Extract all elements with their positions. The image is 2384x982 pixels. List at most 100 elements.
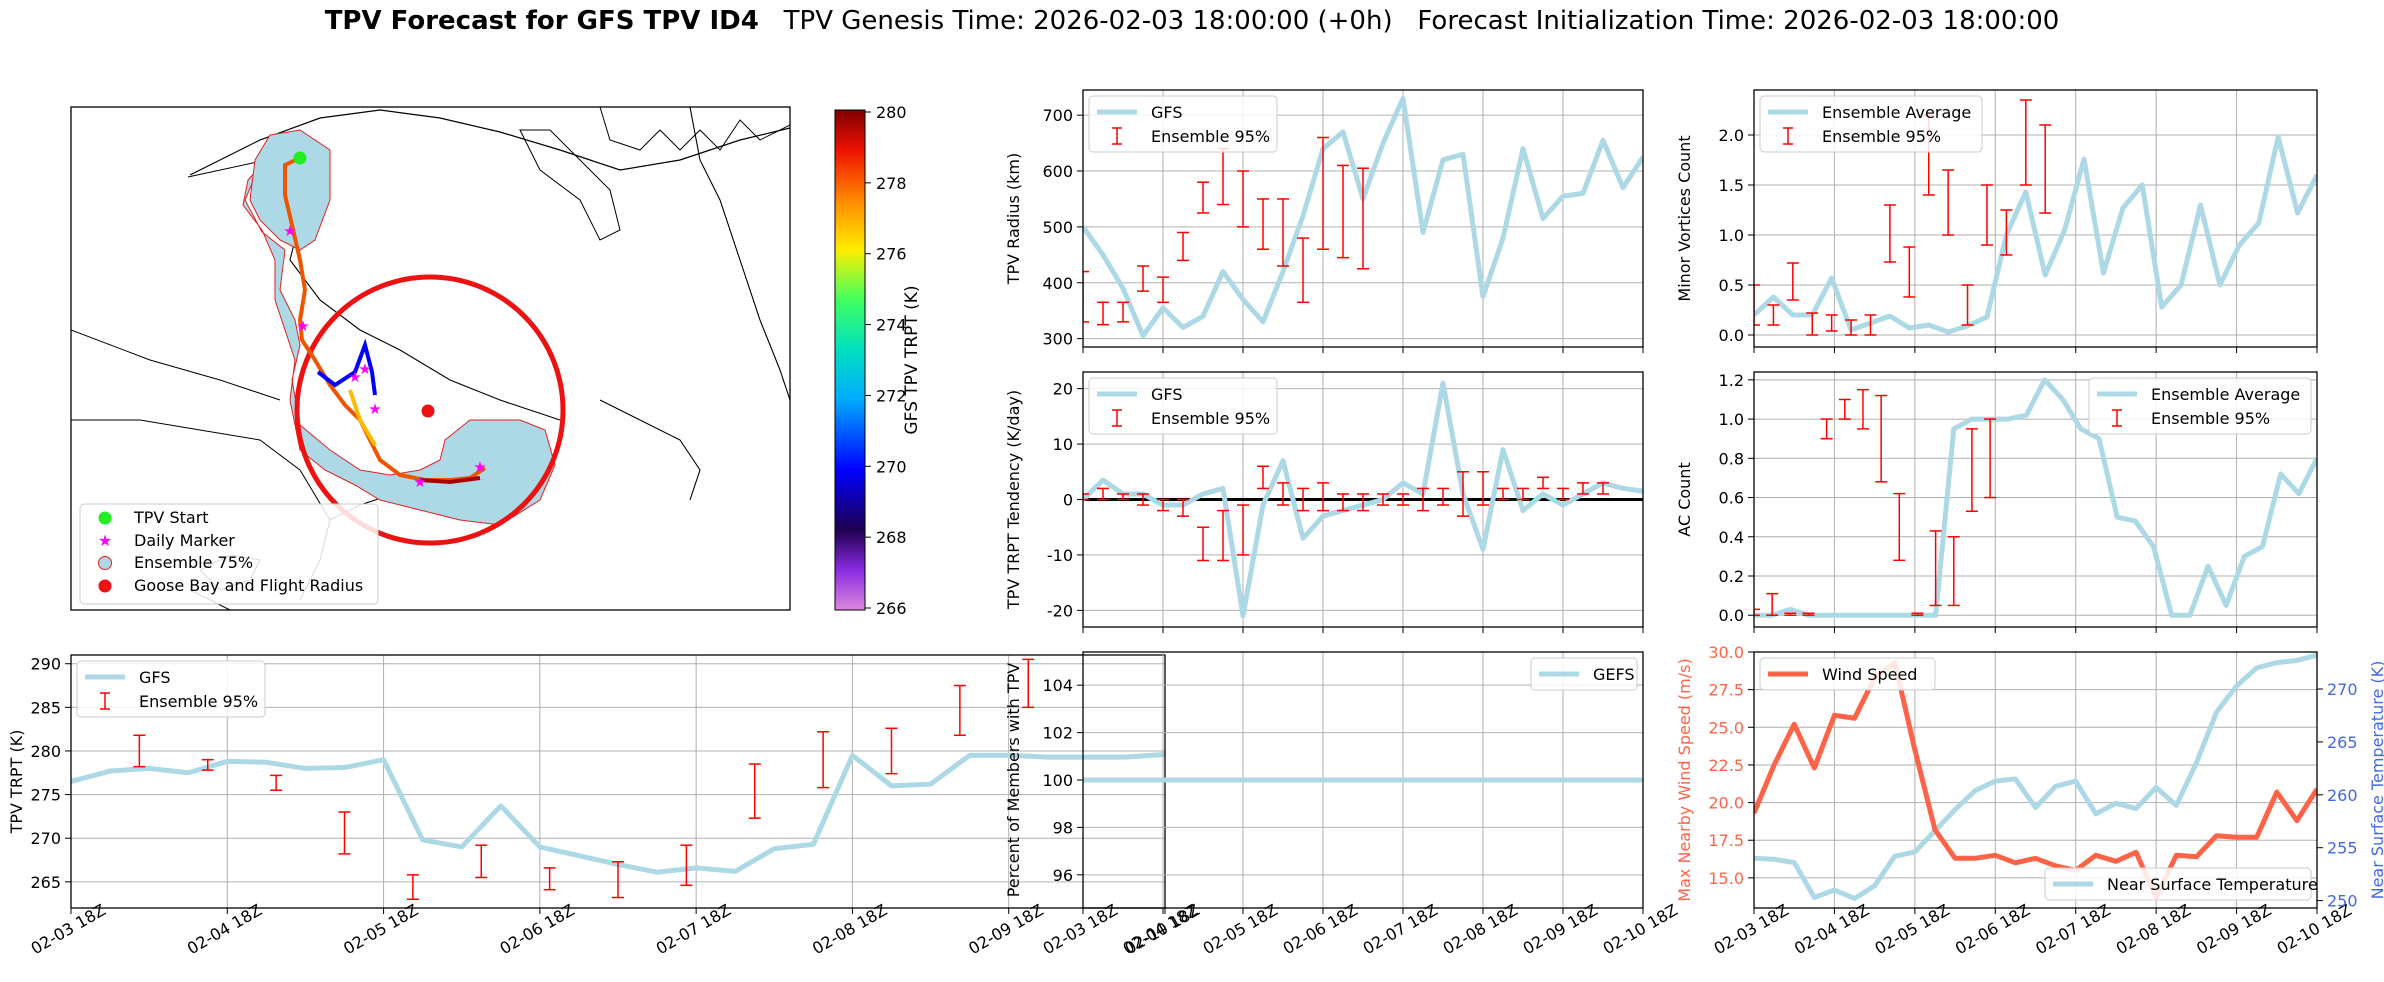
y2-tick-label: 250 [2327, 892, 2358, 911]
plot-frame [1082, 89, 1644, 348]
y-tick-label: 0.2 [1719, 567, 1744, 586]
x-tick-label: 02-04 18Z [1791, 900, 1872, 958]
colorbar-bar [834, 109, 866, 611]
plot-frame [1753, 651, 2318, 909]
x-tick-label: 02-06 18Z [496, 900, 577, 958]
x-tick-label: 02-10 18Z [1600, 900, 1681, 958]
y-tick-label: 1.2 [1719, 371, 1744, 390]
daily-marker: ★ [296, 317, 309, 335]
x-tick-label: 02-07 18Z [1360, 900, 1441, 958]
x-tick-label: 02-03 18Z [1711, 900, 1792, 958]
y-tick-label: 102 [1042, 724, 1073, 743]
plot-frame [1082, 371, 1644, 628]
y2-tick-label: 270 [2327, 680, 2358, 699]
y-tick-label: 700 [1042, 106, 1073, 125]
y-tick-label: 280 [30, 742, 61, 761]
legend-ens75-label: Ensemble 75% [134, 553, 253, 572]
colorbar-tick-label: 270 [876, 457, 907, 476]
y-tick-label: 20.0 [1708, 794, 1744, 813]
x-tick-label: 02-07 18Z [2032, 900, 2113, 958]
map-colorbar: 280 278 276 274 272 270 268 266 GFS TPV TRPT (K… [834, 103, 922, 618]
flight-radius-circle [294, 274, 566, 546]
legend-label: Ensemble 95% [2151, 409, 2270, 428]
y-tick-label: 500 [1042, 218, 1073, 237]
legend-daily-swatch: ★ [98, 531, 112, 550]
x-tick-label: 02-05 18Z [340, 900, 421, 958]
daily-marker: ★ [283, 222, 296, 240]
y-tick-label: 285 [30, 698, 61, 717]
y-axis-label: TPV TRPT (K) [7, 730, 26, 835]
legend-label: Wind Speed [1822, 665, 1917, 684]
y-tick-label: 98 [1053, 818, 1073, 837]
legend-box [1530, 657, 1638, 691]
y-axis-label: Percent of Members with TPV [1004, 663, 1023, 897]
y-axis-label: AC Count [1675, 462, 1694, 536]
colorbar-tick-label: 274 [876, 316, 907, 335]
coastline-east [599, 399, 701, 501]
province-border [71, 329, 281, 401]
wind-chart: 02-03 18Z 02-04 18Z 02-05 18Z 02-06 18Z 02-0… [1675, 643, 2384, 958]
y-tick-label: 100 [1042, 771, 1073, 790]
radius-plot-area [1083, 95, 1643, 339]
legend-start-swatch [98, 511, 112, 525]
y-tick-label: 400 [1042, 274, 1073, 293]
coastline-hudson [189, 109, 790, 176]
figure-title-init: Forecast Initialization Time: 2026-02-03… [1417, 6, 2060, 36]
y-axis-label: TPV TRPT Tendency (K/day) [1004, 390, 1023, 610]
tendency-plot-area [1083, 380, 1643, 619]
y2-axis-label: Near Surface Temperature (K) [2368, 661, 2384, 900]
x-tick-label: 02-05 18Z [1200, 900, 1281, 958]
legend-box [2088, 377, 2312, 435]
tpv-track-red [419, 476, 481, 485]
tpv-start-marker [293, 151, 307, 165]
y-tick-label: 0.0 [1719, 606, 1744, 625]
percent-legend: GEFS [1530, 657, 1638, 691]
series-line [1754, 377, 2317, 618]
legend-box [1759, 657, 1936, 691]
x-tick-label: 02-08 18Z [809, 900, 890, 958]
y-tick-label: 96 [1053, 866, 1073, 885]
greenland-coast [689, 107, 790, 401]
legend-goose-swatch [98, 579, 112, 593]
ac-plot-area [1754, 377, 2317, 618]
y-tick-label: 27.5 [1708, 681, 1744, 700]
minor-legend: Ensemble Average Ensemble 95% [1759, 95, 1983, 153]
ac-legend: Ensemble Average Ensemble 95% [2088, 377, 2312, 435]
daily-marker: ★ [358, 360, 371, 378]
y-tick-label: 600 [1042, 162, 1073, 181]
y-axis-label: Max Nearby Wind Speed (m/s) [1675, 658, 1694, 901]
y-tick-label: 30.0 [1708, 643, 1744, 662]
plot-frame [1753, 371, 2318, 628]
x-tick-label: 02-09 18Z [965, 900, 1046, 958]
legend-ens75-swatch [98, 556, 112, 570]
arctic-islands [599, 107, 790, 151]
wind-plot-area [1754, 652, 2317, 901]
y2-tick-label: 255 [2327, 839, 2358, 858]
x-tick-label: 02-03 18Z [1040, 900, 1121, 958]
x-tick-label: 02-07 18Z [653, 900, 734, 958]
minor-plot-area [1754, 99, 2317, 336]
y-tick-label: 0.6 [1719, 489, 1744, 508]
y-tick-label: 15.0 [1708, 869, 1744, 888]
track-map: ★ ★ ★ ★ ★ ★ ★ TPV Start ★ Daily Marker E… [70, 103, 922, 618]
x-tick-label: 02-09 18Z [2193, 900, 2274, 958]
figure-title: TPV Forecast for GFS TPV ID4 TPV Genesis… [0, 6, 2384, 36]
map-legend: TPV Start ★ Daily Marker Ensemble 75% Go… [79, 503, 379, 605]
colorbar-tick-label: 268 [876, 528, 907, 547]
series-line [71, 751, 1165, 875]
colorbar-tick-label: 276 [876, 245, 907, 264]
legend-label: Ensemble 95% [1822, 127, 1941, 146]
minor-chart: 0.0 0.5 1.0 1.5 2.0 Minor Vortices Count Ensem… [1675, 89, 2318, 353]
tpv-track-yellow [348, 389, 377, 447]
series-line-wind [1754, 660, 2317, 900]
legend-label: Ensemble Average [1822, 103, 1971, 122]
y-tick-label: -10 [1047, 546, 1073, 565]
ac-chart: 0.0 0.2 0.4 0.6 0.8 1.0 1.2 AC Count Ensemble Av… [1675, 371, 2318, 633]
series-line-temperature [1754, 652, 2317, 901]
y-tick-label: 0.5 [1719, 276, 1744, 295]
daily-marker: ★ [368, 400, 381, 418]
ensemble-75-area-upper [249, 129, 331, 251]
figure-title-genesis: TPV Genesis Time: 2026-02-03 18:00:00 (+… [783, 6, 1393, 36]
